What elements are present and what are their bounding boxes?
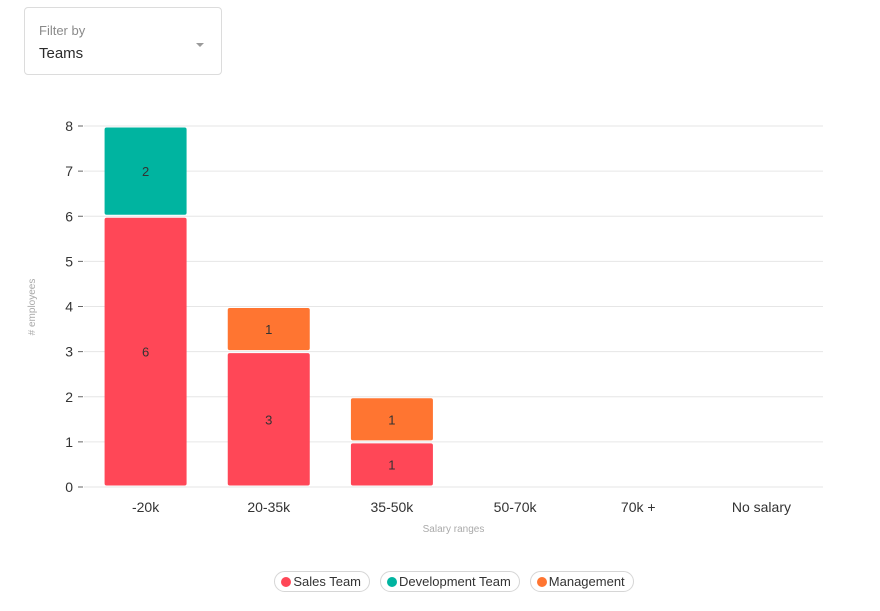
bar-data-label: 1 bbox=[388, 457, 395, 472]
bar-segment bbox=[350, 398, 433, 441]
x-tick-label: 70k + bbox=[621, 499, 656, 515]
y-tick-label: 4 bbox=[65, 299, 73, 315]
bar-data-label: 6 bbox=[142, 345, 149, 360]
filter-selected-value: Teams bbox=[39, 45, 84, 62]
legend-label: Development Team bbox=[399, 574, 511, 589]
legend-item[interactable]: Management bbox=[529, 571, 634, 592]
bar-segment bbox=[227, 353, 310, 486]
legend-dot-icon bbox=[281, 576, 292, 587]
bar-data-label: 3 bbox=[265, 412, 272, 427]
chevron-down-icon bbox=[196, 43, 204, 47]
bar-data-label: 1 bbox=[388, 412, 395, 427]
legend-dot-icon bbox=[536, 576, 547, 587]
y-axis-label: # employees bbox=[27, 279, 38, 336]
y-tick-label: 1 bbox=[65, 434, 73, 450]
chart-legend: Sales Team Development Team Management bbox=[0, 571, 880, 592]
y-tick-label: 2 bbox=[65, 389, 73, 405]
bar-data-label: 2 bbox=[142, 164, 149, 179]
y-tick-label: 3 bbox=[65, 344, 73, 360]
x-tick-label: No salary bbox=[732, 499, 791, 515]
x-tick-label: -20k bbox=[132, 499, 160, 515]
filter-dropdown[interactable]: Filter by Teams bbox=[24, 7, 222, 75]
legend-dot-icon bbox=[387, 576, 398, 587]
bar-segment bbox=[227, 308, 310, 351]
filter-label: Filter by bbox=[39, 23, 86, 38]
y-tick-label: 6 bbox=[65, 208, 73, 224]
bar-segment bbox=[104, 127, 187, 215]
legend-item[interactable]: Sales Team bbox=[274, 571, 371, 592]
x-tick-label: 20-35k bbox=[247, 499, 291, 515]
x-tick-label: 50-70k bbox=[494, 499, 538, 515]
x-axis-label: Salary ranges bbox=[423, 524, 485, 535]
y-tick-label: 0 bbox=[65, 479, 73, 495]
legend-label: Sales Team bbox=[293, 574, 362, 589]
y-tick-label: 7 bbox=[65, 163, 73, 179]
y-tick-label: 8 bbox=[65, 118, 73, 134]
legend-item[interactable]: Development Team bbox=[380, 571, 520, 592]
bar-segment bbox=[104, 217, 187, 486]
y-tick-label: 5 bbox=[65, 253, 73, 269]
bar-data-label: 1 bbox=[265, 322, 272, 337]
bar-segment bbox=[350, 443, 433, 486]
x-tick-label: 35-50k bbox=[371, 499, 415, 515]
legend-label: Management bbox=[548, 574, 625, 589]
stacked-bar-chart: 0 1 2 3 4 5 6 7 8 # employees -20k 20-35k 35-50k 50-7… bbox=[27, 118, 823, 535]
